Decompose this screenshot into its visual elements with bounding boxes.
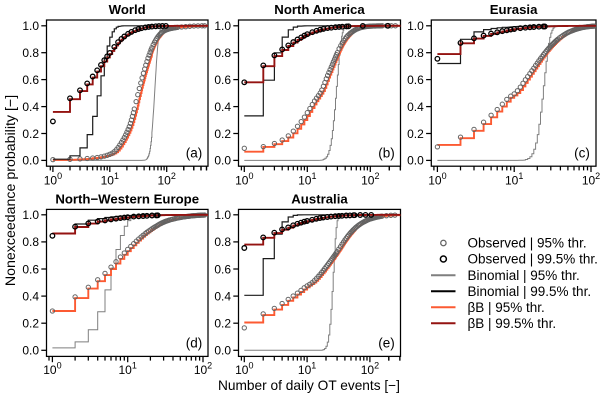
svg-text:Observed | 95% thr.: Observed | 95% thr. — [468, 236, 587, 251]
svg-text:0.0: 0.0 — [407, 154, 424, 168]
svg-text:Eurasia: Eurasia — [490, 2, 538, 17]
svg-text:(d): (d) — [186, 335, 203, 350]
svg-text:Number of daily OT events [−]: Number of daily OT events [−] — [218, 378, 400, 393]
svg-text:0.0: 0.0 — [214, 344, 231, 358]
svg-text:0.6: 0.6 — [214, 73, 231, 87]
svg-text:North−Western Europe: North−Western Europe — [55, 191, 199, 206]
svg-text:0.6: 0.6 — [22, 73, 39, 87]
svg-text:0.2: 0.2 — [214, 127, 231, 141]
svg-text:1.0: 1.0 — [214, 19, 231, 33]
svg-text:World: World — [109, 2, 146, 17]
svg-text:0.4: 0.4 — [214, 289, 231, 303]
svg-text:0.6: 0.6 — [407, 73, 424, 87]
svg-text:0.2: 0.2 — [22, 317, 39, 331]
svg-text:0.4: 0.4 — [22, 289, 39, 303]
svg-text:0.0: 0.0 — [22, 344, 39, 358]
svg-text:0.2: 0.2 — [407, 127, 424, 141]
svg-text:0.4: 0.4 — [22, 100, 39, 114]
svg-text:0.2: 0.2 — [214, 317, 231, 331]
svg-text:0.8: 0.8 — [22, 46, 39, 60]
svg-text:0.4: 0.4 — [407, 100, 424, 114]
svg-text:0.6: 0.6 — [22, 262, 39, 276]
svg-text:Nonexceedance probability [−]: Nonexceedance probability [−] — [3, 95, 19, 286]
svg-text:0.4: 0.4 — [214, 100, 231, 114]
svg-text:0.0: 0.0 — [22, 154, 39, 168]
svg-text:Binomial | 95% thr.: Binomial | 95% thr. — [468, 268, 580, 283]
svg-text:βB | 99.5% thr.: βB | 99.5% thr. — [468, 316, 557, 331]
svg-text:1.0: 1.0 — [22, 208, 39, 222]
svg-text:0.8: 0.8 — [214, 46, 231, 60]
svg-text:0.6: 0.6 — [214, 262, 231, 276]
svg-text:(a): (a) — [186, 145, 203, 160]
svg-text:βB | 95% thr.: βB | 95% thr. — [468, 300, 545, 315]
svg-text:(b): (b) — [378, 145, 395, 160]
svg-text:0.2: 0.2 — [22, 127, 39, 141]
svg-text:Australia: Australia — [291, 191, 348, 206]
svg-text:(c): (c) — [574, 145, 590, 160]
svg-text:0.0: 0.0 — [214, 154, 231, 168]
svg-text:1.0: 1.0 — [407, 19, 424, 33]
svg-text:North America: North America — [274, 2, 365, 17]
svg-text:0.8: 0.8 — [22, 235, 39, 249]
svg-text:(e): (e) — [378, 335, 395, 350]
svg-text:0.8: 0.8 — [407, 46, 424, 60]
svg-text:Binomial | 99.5% thr.: Binomial | 99.5% thr. — [468, 284, 592, 299]
svg-text:1.0: 1.0 — [22, 19, 39, 33]
svg-text:0.8: 0.8 — [214, 235, 231, 249]
svg-text:1.0: 1.0 — [214, 208, 231, 222]
svg-text:Observed | 99.5% thr.: Observed | 99.5% thr. — [468, 252, 598, 267]
